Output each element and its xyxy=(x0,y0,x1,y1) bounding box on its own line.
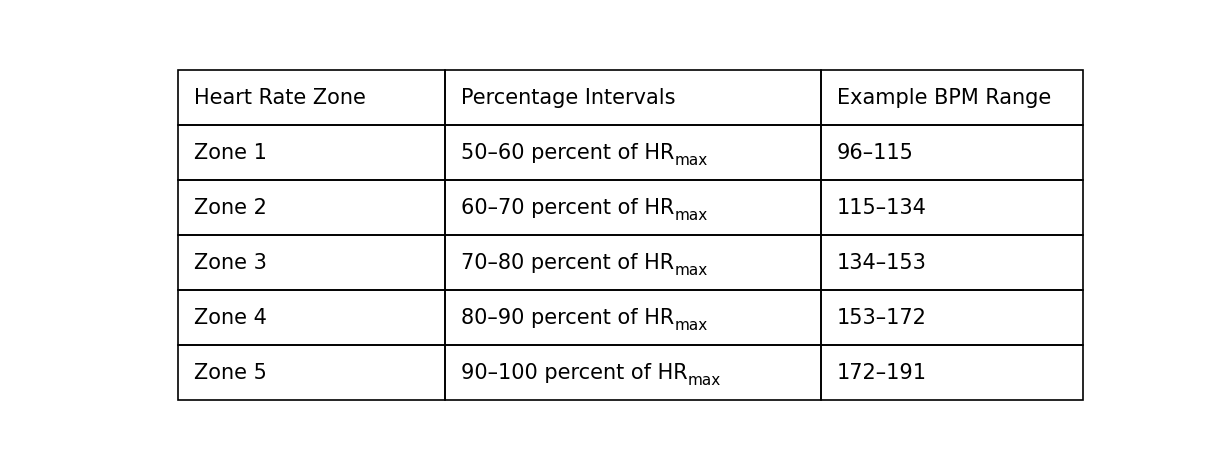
Text: 50–60 percent of HR: 50–60 percent of HR xyxy=(461,143,674,163)
Text: max: max xyxy=(674,318,707,333)
Text: Zone 3: Zone 3 xyxy=(194,253,267,273)
Text: max: max xyxy=(674,208,707,223)
Text: Percentage Intervals: Percentage Intervals xyxy=(461,88,675,108)
Text: 90–100 percent of HR: 90–100 percent of HR xyxy=(461,363,688,383)
Text: 70–80 percent of HR: 70–80 percent of HR xyxy=(461,253,674,273)
Text: max: max xyxy=(674,263,707,278)
Text: max: max xyxy=(688,373,721,388)
Text: 134–153: 134–153 xyxy=(836,253,926,273)
Text: Example BPM Range: Example BPM Range xyxy=(836,88,1052,108)
Text: 60–70 percent of HR: 60–70 percent of HR xyxy=(461,198,674,218)
Text: Heart Rate Zone: Heart Rate Zone xyxy=(194,88,365,108)
Text: max: max xyxy=(674,153,707,168)
Text: Zone 1: Zone 1 xyxy=(194,143,267,163)
Text: 172–191: 172–191 xyxy=(836,363,927,383)
Text: Zone 4: Zone 4 xyxy=(194,308,267,328)
Text: Zone 2: Zone 2 xyxy=(194,198,267,218)
Text: 80–90 percent of HR: 80–90 percent of HR xyxy=(461,308,674,328)
Text: 96–115: 96–115 xyxy=(836,143,914,163)
Text: 115–134: 115–134 xyxy=(836,198,926,218)
Text: 153–172: 153–172 xyxy=(836,308,926,328)
Text: Zone 5: Zone 5 xyxy=(194,363,267,383)
